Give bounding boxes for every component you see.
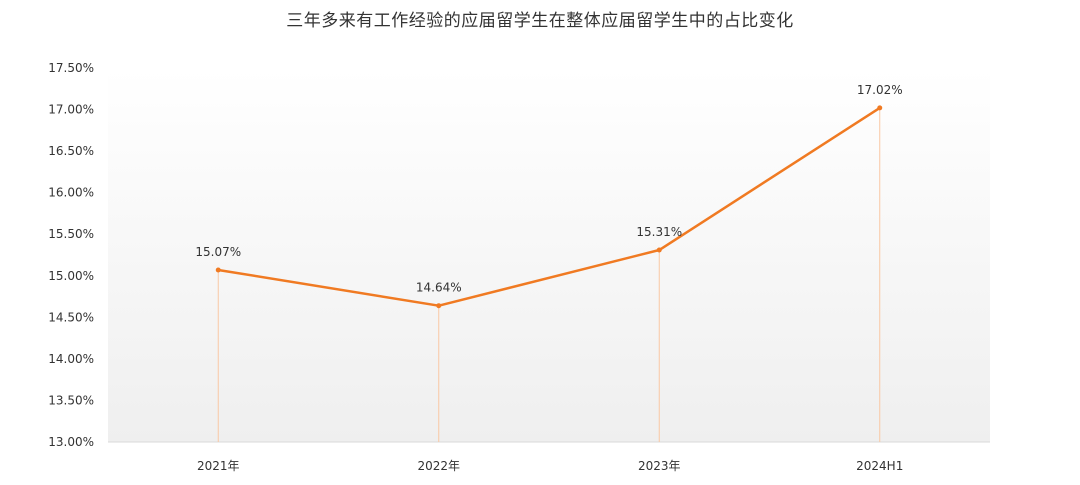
y-tick-label: 15.50% bbox=[48, 227, 94, 241]
data-point bbox=[877, 105, 883, 111]
data-labels: 15.07% 14.64% 15.31% 17.02% bbox=[195, 83, 902, 295]
series-line bbox=[217, 106, 881, 307]
data-point bbox=[215, 267, 221, 273]
data-point bbox=[656, 247, 662, 253]
x-tick-label: 2021年 bbox=[197, 459, 240, 473]
y-tick-label: 17.00% bbox=[48, 103, 94, 117]
y-tick-label: 17.50% bbox=[48, 61, 94, 75]
chart-title: 三年多来有工作经验的应届留学生在整体应届留学生中的占比变化 bbox=[286, 11, 794, 31]
drop-lines bbox=[217, 107, 881, 442]
data-label: 15.31% bbox=[636, 225, 682, 239]
x-tick-label: 2022年 bbox=[417, 459, 460, 473]
y-tick-label: 13.50% bbox=[48, 393, 94, 407]
y-tick-label: 16.50% bbox=[48, 144, 94, 158]
y-tick-label: 14.50% bbox=[48, 310, 94, 324]
data-label: 14.64% bbox=[416, 281, 462, 295]
x-tick-label: 2023年 bbox=[638, 459, 681, 473]
y-tick-label: 14.00% bbox=[48, 352, 94, 366]
data-label: 15.07% bbox=[195, 245, 241, 259]
series-group bbox=[215, 105, 883, 309]
y-tick-label: 16.00% bbox=[48, 186, 94, 200]
data-label: 17.02% bbox=[857, 83, 903, 97]
y-tick-label: 13.00% bbox=[48, 435, 94, 449]
y-tick-label: 15.00% bbox=[48, 269, 94, 283]
y-axis: 13.00% 13.50% 14.00% 14.50% 15.00% 15.50% 16.0… bbox=[48, 61, 94, 449]
x-axis: 2021年 2022年 2023年 2024H1 bbox=[108, 441, 990, 473]
x-tick-label: 2024H1 bbox=[856, 459, 903, 473]
data-point bbox=[436, 303, 442, 309]
